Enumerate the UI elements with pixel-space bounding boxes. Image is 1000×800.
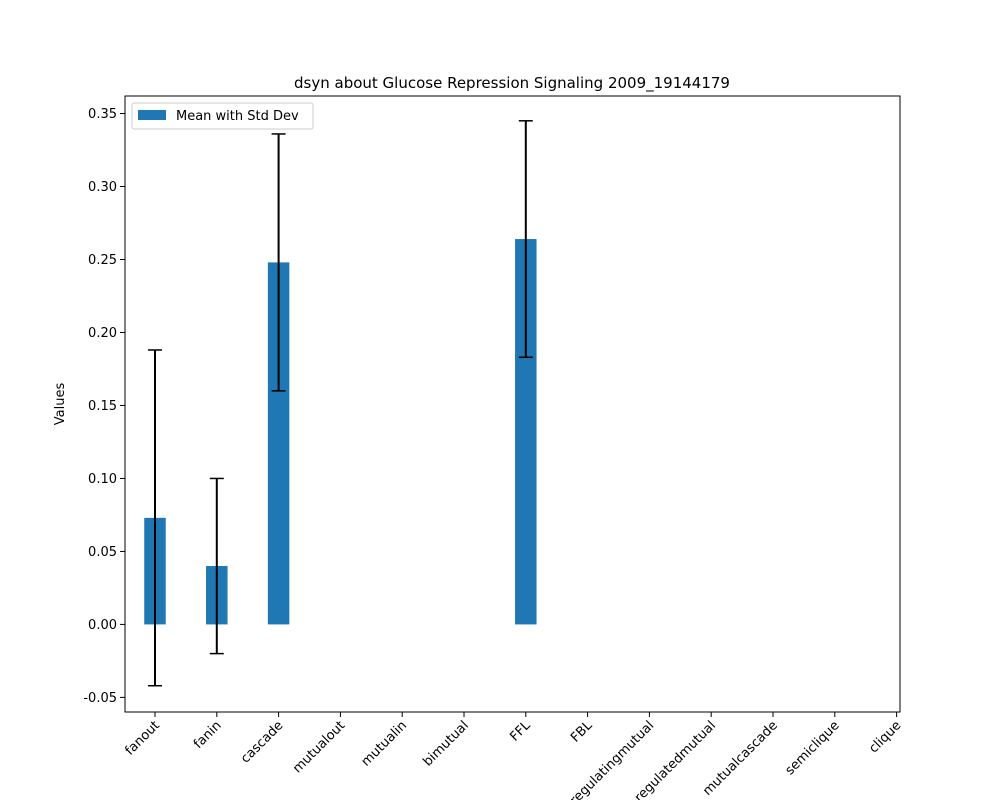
x-tick-label: semiclique — [783, 718, 843, 778]
x-tick-label: fanout — [122, 718, 162, 758]
y-tick-label: 0.25 — [88, 253, 117, 268]
legend-label: Mean with Std Dev — [176, 109, 299, 124]
error-bars-group — [148, 120, 533, 687]
x-tick-label: FBL — [568, 718, 596, 746]
legend-box — [131, 102, 314, 130]
x-tick-label: cascade — [238, 718, 286, 766]
y-tick-label: 0.35 — [88, 107, 117, 122]
x-tick-label: bimutual — [420, 718, 471, 769]
y-axis: -0.05 0.00 0.05 0.10 0.15 0.20 0.25 0.30 0.35 — [83, 107, 125, 706]
bar-cascade — [267, 262, 290, 625]
chart-title: dsyn about Glucose Repression Signaling … — [294, 74, 730, 93]
x-tick-label: clique — [866, 718, 904, 756]
plot-frame — [124, 95, 901, 713]
x-tick-label: FFL — [507, 718, 534, 745]
y-tick-label: 0.20 — [88, 326, 117, 341]
x-tick-label: fanin — [191, 718, 225, 752]
y-tick-label: 0.05 — [88, 545, 117, 560]
legend: Mean with Std Dev — [131, 102, 314, 130]
y-tick-label: 0.15 — [88, 399, 117, 414]
x-tick-label: mutualin — [359, 718, 410, 769]
x-axis: fanout fanin cascade mutualout mutualin bimut… — [122, 712, 904, 800]
y-tick-label: 0.30 — [88, 180, 117, 195]
y-tick-label: 0.00 — [88, 618, 117, 633]
y-axis-label: Values — [53, 383, 68, 426]
bar-FFL — [515, 239, 537, 625]
x-tick-label: mutualout — [290, 718, 348, 776]
legend-swatch — [138, 110, 166, 120]
y-tick-label: 0.10 — [88, 472, 117, 487]
bars-group — [144, 239, 537, 625]
y-tick-label: -0.05 — [83, 691, 117, 706]
